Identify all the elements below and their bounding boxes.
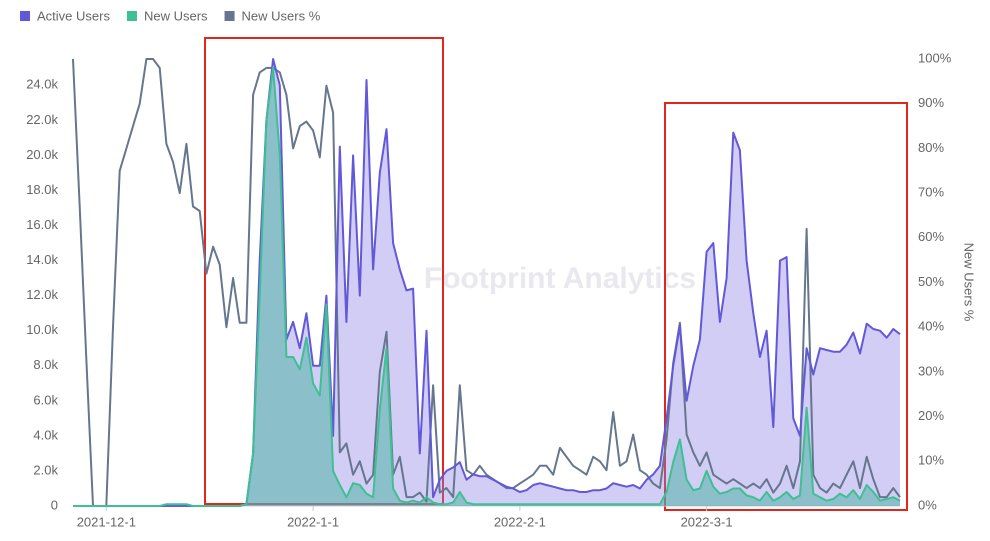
y-tick-label: 4.0k: [33, 427, 58, 442]
y2-tick-label: 90%: [918, 95, 944, 110]
x-tick-label: 2022-1-1: [287, 514, 339, 529]
y2-tick-label: 60%: [918, 229, 944, 244]
legend-swatch: [126, 11, 137, 21]
y-tick-label: 14.0k: [26, 252, 58, 267]
y-tick-label: 18.0k: [26, 182, 58, 197]
y-tick-label: 8.0k: [33, 357, 58, 372]
line: [73, 66, 901, 507]
y-tick-label: 10.0k: [26, 322, 58, 337]
y2-tick-label: 40%: [918, 319, 944, 334]
legend-label: New Users %: [242, 8, 321, 23]
legend-swatch: [224, 11, 235, 21]
y-tick-label: 24.0k: [26, 77, 58, 92]
x-tick-label: 2022-2-1: [494, 514, 546, 529]
y-tick-label: 22.0k: [26, 112, 58, 127]
y2-tick-label: 70%: [918, 185, 944, 200]
y-tick-label: 12.0k: [26, 287, 58, 302]
x-tick-label: 2021-12-1: [77, 514, 136, 529]
y2-axis-label: New Users %: [962, 243, 977, 322]
legend-swatch: [20, 11, 30, 21]
highlight-box: [664, 102, 908, 511]
y2-tick-label: 50%: [918, 274, 944, 289]
y-tick-label: 16.0k: [26, 217, 58, 232]
y-tick-label: 0: [51, 497, 58, 512]
y2-tick-label: 10%: [918, 453, 944, 468]
y2-tick-label: 100%: [918, 50, 952, 65]
y-tick-label: 6.0k: [33, 392, 58, 407]
y-tick-label: 2.0k: [33, 462, 58, 477]
y2-tick-label: 0%: [918, 497, 937, 512]
y2-tick-label: 80%: [918, 140, 944, 155]
y-tick-label: 20.0k: [26, 147, 58, 162]
y2-tick-label: 20%: [918, 408, 944, 423]
watermark: Footprint Analytics: [424, 262, 696, 295]
line: [72, 58, 901, 507]
legend-label: Active Users: [37, 8, 110, 23]
x-tick-label: 2022-3-1: [681, 514, 733, 529]
y2-tick-label: 30%: [918, 363, 944, 378]
legend-label: New Users: [144, 8, 208, 23]
